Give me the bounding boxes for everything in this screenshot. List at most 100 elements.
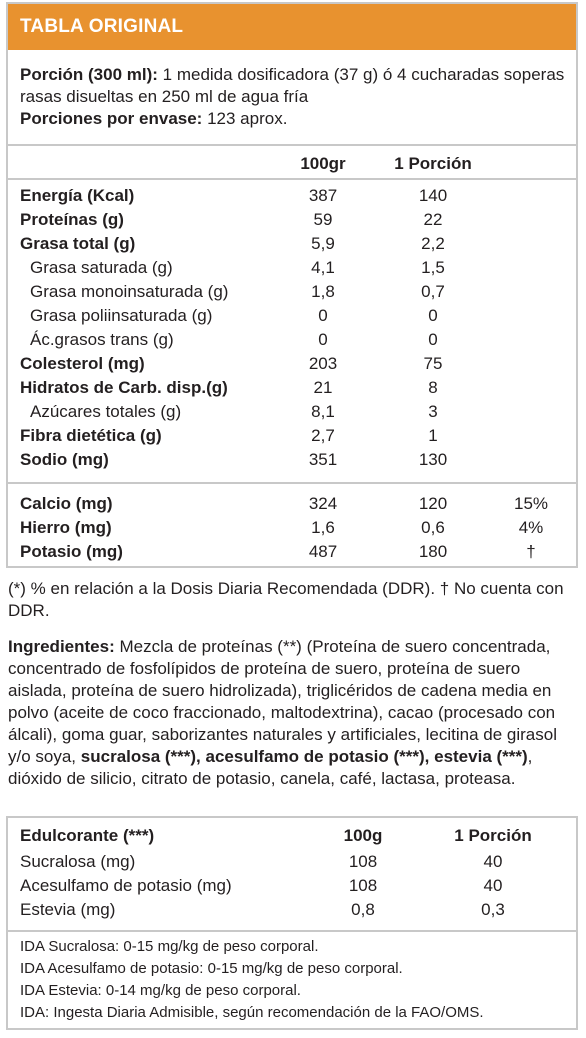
- mineral-label: Calcio (mg): [20, 494, 113, 513]
- value-100g: 0: [318, 330, 328, 349]
- divider: [8, 482, 576, 484]
- sweetener-label: Estevia (mg): [20, 900, 116, 919]
- value-100g: 387: [308, 186, 338, 205]
- value-portion: 3: [428, 402, 438, 421]
- column-header-portion: 1 Porción: [394, 154, 472, 173]
- value-portion: 140: [418, 186, 448, 205]
- nutrient-label: Fibra dietética (g): [20, 426, 162, 445]
- nutrient-label: Sodio (mg): [20, 450, 109, 469]
- sweetener-table: Edulcorante (***) 100g 1 Porción Sucralo…: [6, 816, 578, 1030]
- column-header-100g: 100gr: [300, 154, 346, 173]
- ingredients-text-end: , dióxido de silicio, citrato de potasio…: [8, 747, 533, 788]
- value-portion: 1,5: [421, 258, 445, 277]
- value-portion: 22: [423, 210, 443, 229]
- value-100g: 108: [348, 852, 378, 871]
- table-row: Estevia (mg) 0,8 0,3: [8, 900, 576, 922]
- value-100g: 4,1: [311, 258, 335, 277]
- value-portion: 0: [428, 306, 438, 325]
- value-100g: 1,6: [311, 518, 335, 537]
- value-100g: 108: [348, 876, 378, 895]
- value-100g: 0,8: [351, 900, 375, 919]
- ingredients-text: Mezcla de proteínas (**) (Proteína de su…: [8, 637, 557, 766]
- nutrient-label: Grasa monoinsaturada (g): [30, 282, 229, 301]
- value-ddr: 15%: [513, 494, 549, 513]
- sweetener-header-label: Edulcorante (***): [20, 826, 155, 845]
- table-row: Grasa poliinsaturada (g) 0 0: [8, 306, 576, 328]
- nutrient-label: Ác.grasos trans (g): [30, 330, 174, 349]
- ida-note: IDA Sucralosa: 0-15 mg/kg de peso corpor…: [20, 938, 319, 955]
- ida-note: IDA: Ingesta Diaria Admisible, según rec…: [20, 1004, 484, 1021]
- divider: [8, 144, 576, 146]
- value-100g: 487: [308, 542, 338, 561]
- table-row: Potasio (mg) 487 180 †: [8, 542, 576, 564]
- ingredients-label: Ingredientes:: [8, 637, 115, 656]
- value-portion: 0: [428, 330, 438, 349]
- sweetener-label: Sucralosa (mg): [20, 852, 136, 871]
- nutrition-table: TABLA ORIGINAL Porción (300 ml): 1 medid…: [6, 2, 578, 568]
- ingredients-sweeteners: sucralosa (***), acesulfamo de potasio (…: [80, 747, 528, 766]
- value-portion: 75: [423, 354, 443, 373]
- mineral-label: Hierro (mg): [20, 518, 112, 537]
- nutrient-label: Colesterol (mg): [20, 354, 145, 373]
- sweetener-header: Edulcorante (***) 100g 1 Porción: [8, 826, 576, 848]
- value-portion: 40: [483, 852, 503, 871]
- value-ddr: †: [526, 542, 536, 561]
- table-row: Hierro (mg) 1,6 0,6 4%: [8, 518, 576, 540]
- table-row: Ác.grasos trans (g) 0 0: [8, 330, 576, 352]
- portion-label: Porción (300 ml):: [20, 65, 158, 84]
- portion-info: Porción (300 ml): 1 medida dosificadora …: [20, 64, 570, 130]
- value-portion: 8: [428, 378, 438, 397]
- value-ddr: 4%: [518, 518, 544, 537]
- sweetener-label: Acesulfamo de potasio (mg): [20, 876, 232, 895]
- table-row: Hidratos de Carb. disp.(g) 21 8: [8, 378, 576, 400]
- ingredients: Ingredientes: Mezcla de proteínas (**) (…: [8, 636, 580, 790]
- nutrient-label: Energía (Kcal): [20, 186, 135, 205]
- value-100g: 324: [308, 494, 338, 513]
- value-100g: 2,7: [311, 426, 335, 445]
- servings-value: 123 aprox.: [207, 109, 288, 128]
- divider: [8, 930, 576, 932]
- nutrient-label: Hidratos de Carb. disp.(g): [20, 378, 228, 397]
- table-row: Energía (Kcal) 387 140: [8, 186, 576, 208]
- divider: [8, 178, 576, 180]
- value-100g: 8,1: [311, 402, 335, 421]
- portion-text: 1 medida dosificadora (37 g) ó 4 cuchara…: [20, 65, 565, 106]
- value-portion: 0,7: [421, 282, 445, 301]
- table-row: Azúcares totales (g) 8,1 3: [8, 402, 576, 424]
- ddr-note: (*) % en relación a la Dosis Diaria Reco…: [8, 579, 564, 620]
- value-portion: 120: [418, 494, 448, 513]
- table-row: Colesterol (mg) 203 75: [8, 354, 576, 376]
- value-100g: 1,8: [311, 282, 335, 301]
- table-row: Sucralosa (mg) 108 40: [8, 852, 576, 874]
- sweetener-header-100g: 100g: [343, 826, 383, 845]
- value-100g: 203: [308, 354, 338, 373]
- nutrient-label: Grasa saturada (g): [30, 258, 173, 277]
- table-row: Sodio (mg) 351 130: [8, 450, 576, 472]
- table-row: Fibra dietética (g) 2,7 1: [8, 426, 576, 448]
- table-row: Calcio (mg) 324 120 15%: [8, 494, 576, 516]
- ida-note: IDA Estevia: 0-14 mg/kg de peso corporal…: [20, 982, 301, 999]
- nutrient-label: Grasa total (g): [20, 234, 136, 253]
- value-100g: 21: [313, 378, 333, 397]
- value-portion: 40: [483, 876, 503, 895]
- table-row: Grasa monoinsaturada (g) 1,8 0,7: [8, 282, 576, 304]
- value-portion: 1: [428, 426, 438, 445]
- table-header: TABLA ORIGINAL: [8, 4, 576, 50]
- value-portion: 180: [418, 542, 448, 561]
- table-title: TABLA ORIGINAL: [20, 16, 184, 37]
- value-100g: 5,9: [311, 234, 335, 253]
- sweetener-header-portion: 1 Porción: [454, 826, 532, 845]
- table-row: Acesulfamo de potasio (mg) 108 40: [8, 876, 576, 898]
- table-row: Grasa saturada (g) 4,1 1,5: [8, 258, 576, 280]
- value-portion: 0,6: [421, 518, 445, 537]
- value-portion: 2,2: [421, 234, 445, 253]
- value-portion: 0,3: [481, 900, 505, 919]
- value-100g: 59: [313, 210, 333, 229]
- value-100g: 351: [308, 450, 338, 469]
- table-row: Proteínas (g) 59 22: [8, 210, 576, 232]
- nutrient-label: Azúcares totales (g): [30, 402, 182, 421]
- servings-label: Porciones por envase:: [20, 109, 203, 128]
- nutrient-label: Grasa poliinsaturada (g): [30, 306, 213, 325]
- mineral-label: Potasio (mg): [20, 542, 123, 561]
